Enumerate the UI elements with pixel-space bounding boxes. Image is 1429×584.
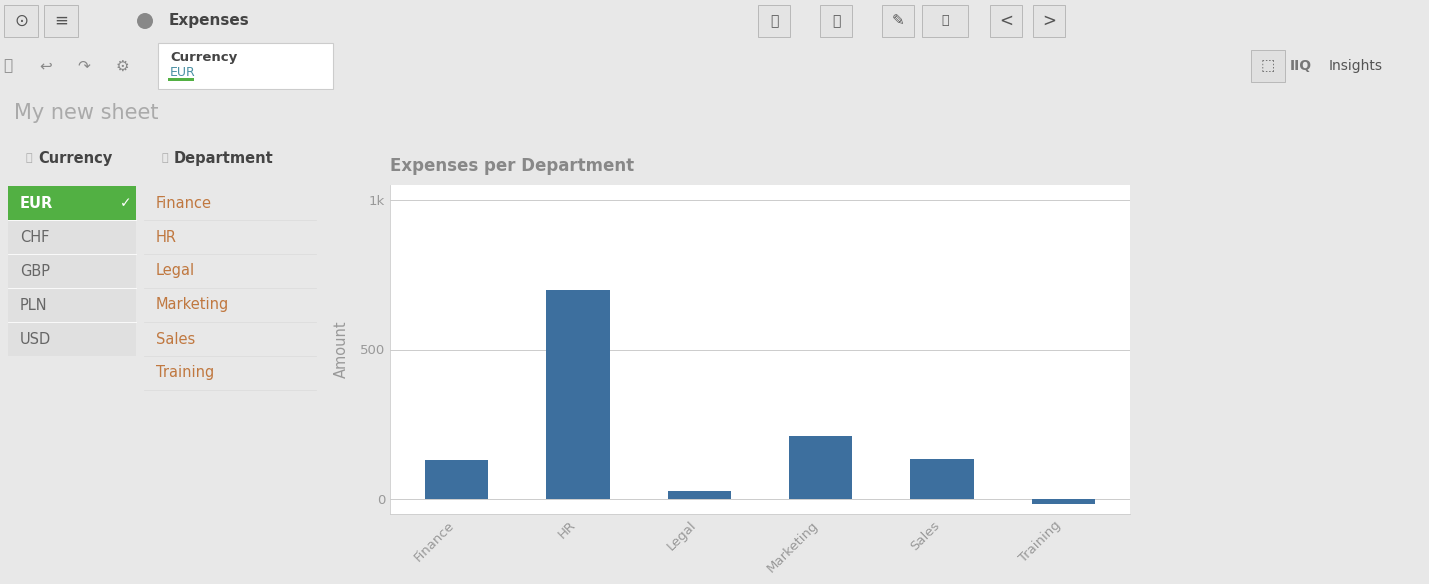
Bar xyxy=(9,288,136,322)
Text: ⚙: ⚙ xyxy=(116,58,129,74)
Text: ⬚: ⬚ xyxy=(1260,58,1275,74)
Bar xyxy=(922,5,967,37)
Text: <: < xyxy=(999,12,1013,30)
Text: Department: Department xyxy=(174,151,274,165)
Text: PLN: PLN xyxy=(20,297,47,312)
Text: ↷: ↷ xyxy=(77,58,90,74)
Text: USD: USD xyxy=(20,332,51,346)
Bar xyxy=(1032,499,1095,503)
Bar xyxy=(169,78,194,81)
Bar xyxy=(757,5,790,37)
Text: 🔍: 🔍 xyxy=(161,153,169,163)
Bar xyxy=(1033,5,1065,37)
Bar xyxy=(820,5,852,37)
Text: Currency: Currency xyxy=(170,50,237,64)
Y-axis label: Amount: Amount xyxy=(334,321,349,378)
Text: GBP: GBP xyxy=(20,263,50,279)
Text: IIQ: IIQ xyxy=(1290,59,1312,73)
Bar xyxy=(1250,50,1285,82)
Bar xyxy=(546,290,610,499)
Text: 🔍: 🔍 xyxy=(26,153,33,163)
Bar xyxy=(44,5,79,37)
Text: ⌕: ⌕ xyxy=(3,58,13,74)
Text: ↩: ↩ xyxy=(40,58,53,74)
Bar xyxy=(426,460,489,499)
Text: Expenses per Department: Expenses per Department xyxy=(390,157,634,175)
Text: >: > xyxy=(1042,12,1056,30)
Text: ✎: ✎ xyxy=(892,13,905,29)
Text: ✓: ✓ xyxy=(120,196,131,210)
Text: 📊: 📊 xyxy=(942,15,949,27)
Bar xyxy=(4,5,39,37)
Text: ⬛: ⬛ xyxy=(770,14,779,28)
Circle shape xyxy=(137,13,153,29)
Text: Sales: Sales xyxy=(156,332,196,346)
Text: HR: HR xyxy=(156,230,177,245)
Text: EUR: EUR xyxy=(20,196,53,210)
Bar xyxy=(910,458,973,499)
Text: Currency: Currency xyxy=(39,151,113,165)
Bar xyxy=(789,436,852,499)
Text: Training: Training xyxy=(156,366,214,381)
Text: Insights: Insights xyxy=(1329,59,1383,73)
Text: ≡: ≡ xyxy=(54,12,69,30)
Text: Marketing: Marketing xyxy=(156,297,229,312)
Bar xyxy=(9,254,136,288)
Bar xyxy=(667,491,730,499)
Bar xyxy=(882,5,915,37)
Bar xyxy=(9,220,136,254)
Bar xyxy=(9,322,136,356)
Text: My new sheet: My new sheet xyxy=(14,103,159,123)
Bar xyxy=(990,5,1022,37)
Text: ⊙: ⊙ xyxy=(14,12,29,30)
Bar xyxy=(159,43,333,89)
Text: Legal: Legal xyxy=(156,263,196,279)
Text: CHF: CHF xyxy=(20,230,50,245)
Text: 🔖: 🔖 xyxy=(832,14,840,28)
Text: Expenses: Expenses xyxy=(169,13,250,29)
Text: EUR: EUR xyxy=(170,65,196,78)
Bar xyxy=(9,186,136,220)
Text: Finance: Finance xyxy=(156,196,211,210)
